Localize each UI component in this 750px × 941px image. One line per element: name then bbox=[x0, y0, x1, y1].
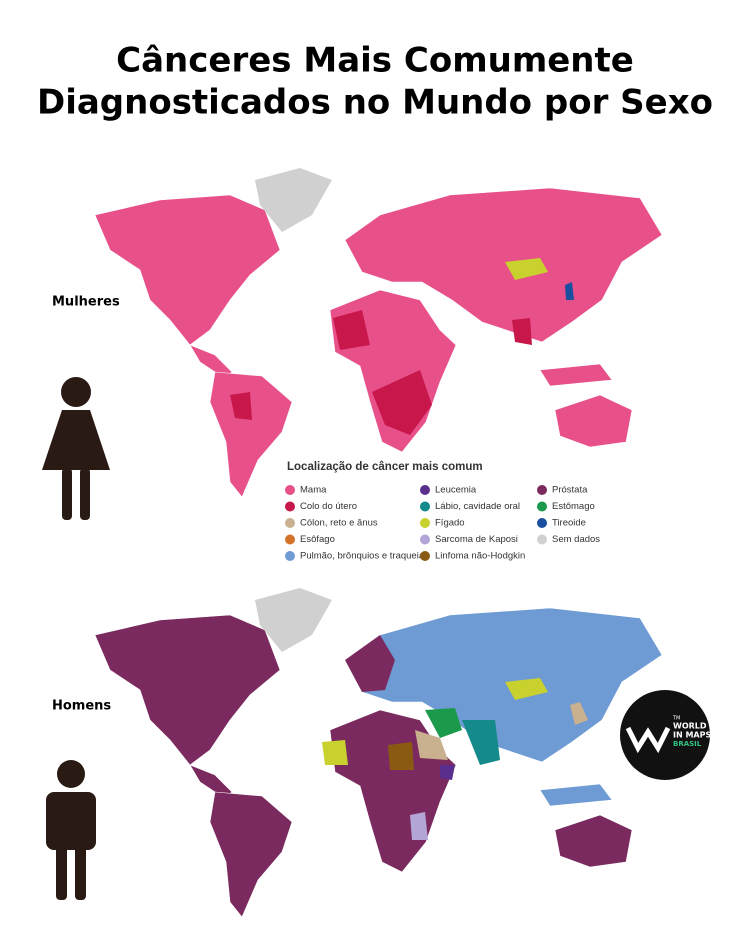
legend-swatch bbox=[537, 485, 547, 495]
logo: TM WORLD IN MAPS BRASIL bbox=[620, 690, 711, 780]
legend-label: Sarcoma de Kaposi bbox=[435, 534, 518, 545]
woman-icon bbox=[42, 377, 110, 520]
map-men bbox=[94, 588, 663, 918]
map-label: Homens bbox=[52, 699, 111, 714]
legend-label: Leucemia bbox=[435, 485, 477, 496]
logo-text: WORLD bbox=[673, 722, 707, 731]
logo-text: IN MAPS bbox=[673, 731, 711, 740]
legend-label: Cólon, reto e ânus bbox=[300, 518, 378, 529]
legend-label: Linfoma não-Hodgkin bbox=[435, 551, 525, 562]
legend-swatch bbox=[285, 501, 295, 512]
legend-title: Localização de câncer mais comum bbox=[287, 461, 483, 473]
legend-label: Sem dados bbox=[552, 534, 600, 545]
legend-swatch bbox=[537, 501, 547, 512]
legend-label: Tireoide bbox=[552, 518, 586, 529]
legend-label: Mama bbox=[300, 485, 327, 496]
logo-mark: TM bbox=[672, 716, 680, 722]
legend-swatch bbox=[285, 534, 295, 545]
man-icon bbox=[46, 760, 96, 900]
legend-swatch bbox=[537, 534, 547, 545]
legend-label: Fígado bbox=[435, 518, 465, 529]
legend-label: Esôfago bbox=[300, 534, 335, 545]
legend: Localização de câncer mais comum Mama Col… bbox=[278, 452, 630, 570]
logo-text: BRASIL bbox=[673, 740, 702, 748]
legend-label: Estômago bbox=[552, 501, 595, 512]
legend-label: Próstata bbox=[552, 485, 588, 496]
legend-label: Pulmão, brônquios e traqueia bbox=[300, 551, 425, 562]
legend-swatch bbox=[420, 551, 430, 561]
legend-swatch bbox=[285, 551, 295, 561]
map-label: Mulheres bbox=[52, 295, 120, 310]
legend-swatch bbox=[420, 501, 430, 512]
legend-swatch bbox=[420, 485, 430, 495]
legend-swatch bbox=[285, 485, 295, 495]
legend-swatch bbox=[285, 518, 295, 528]
title: Cânceres Mais Comumente bbox=[116, 41, 634, 81]
legend-swatch bbox=[420, 534, 430, 545]
legend-swatch bbox=[420, 518, 430, 528]
legend-label: Lábio, cavidade oral bbox=[435, 501, 520, 512]
legend-label: Colo do útero bbox=[300, 501, 357, 512]
map-women bbox=[94, 168, 663, 498]
legend-swatch bbox=[537, 518, 547, 528]
title: Diagnosticados no Mundo por Sexo bbox=[37, 83, 713, 123]
